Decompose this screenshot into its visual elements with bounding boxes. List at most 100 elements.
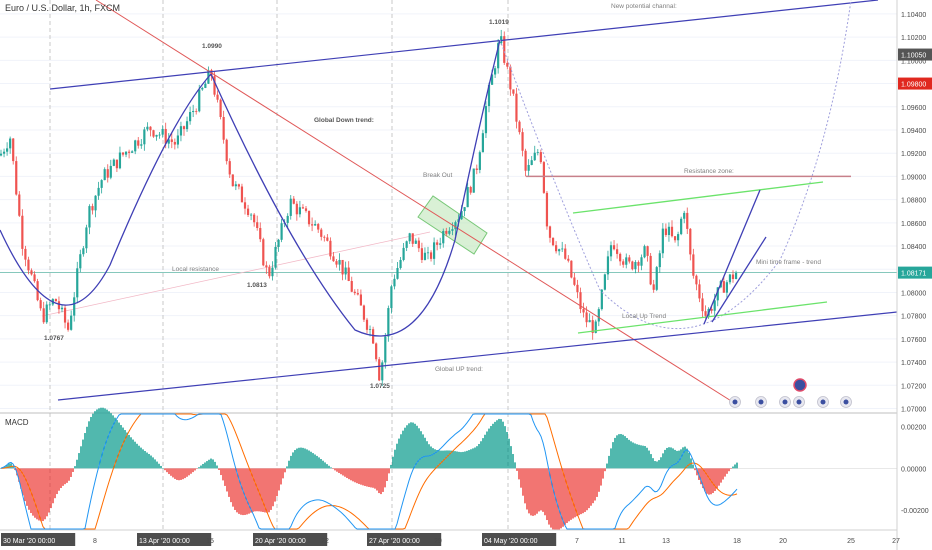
macd-histogram-bar [284,468,286,473]
candle-body [24,248,27,260]
candle-body [637,262,640,266]
candle-body [683,212,686,219]
candle-body [155,134,158,137]
macd-histogram-bar [74,466,76,469]
candle-body [673,236,677,241]
macd-histogram-bar [734,464,736,469]
macd-histogram-bar [288,460,290,469]
candle-body [619,253,622,262]
candle-body [420,248,423,260]
candle-body [265,265,268,268]
candle-body [460,211,463,220]
candle-body [576,284,579,293]
lower-channel-line [57,311,898,401]
candle-body [33,274,36,282]
candle-body [27,259,30,271]
macd-histogram-bar [54,468,56,499]
candle-body [304,208,308,211]
event-flag-highlight-icon[interactable] [793,378,807,392]
macd-histogram-bar [62,468,64,486]
macd-histogram-bar [362,468,364,486]
macd-histogram-bar [272,468,274,507]
macd-histogram-bar [488,428,490,469]
macd-histogram-bar [472,448,474,469]
macd-histogram-bar [518,468,520,480]
candle-body [2,151,6,154]
annotation-label: Mini time frame - trend [756,259,821,266]
candle-body [524,150,527,171]
macd-histogram-bar [490,426,492,469]
macd-histogram-bar [286,466,288,469]
candle-body [722,281,725,293]
time-label-box [137,533,212,546]
macd-histogram-bar [40,468,42,522]
macd-histogram-bar [144,451,146,469]
macd-histogram-bar [626,437,628,469]
macd-histogram-bar [332,468,334,469]
candle-body [597,309,600,322]
macd-histogram-bar [468,450,470,469]
candle-body [393,278,396,287]
candle-body [527,164,530,171]
candle-body [594,321,597,333]
macd-histogram-bar [598,468,600,492]
macd-histogram-bar [686,448,688,469]
macd-histogram-bar [192,468,194,473]
candle-body [161,128,164,135]
macd-histogram-bar [618,434,620,469]
macd-histogram-bar [180,468,182,480]
macd-histogram-bar [616,435,618,469]
macd-histogram-bar [190,468,192,474]
candle-body [204,83,207,88]
price-tick-label: 1.07600 [901,337,926,344]
macd-histogram-bar [494,421,496,469]
macd-histogram-bar [600,468,602,486]
annotation-label: Global UP trend: [435,366,483,373]
macd-histogram-bar [652,458,654,469]
candle-body [45,304,48,323]
candle-body [494,68,497,75]
macd-histogram-bar [158,463,160,469]
macd-histogram-bar [206,461,208,469]
macd-histogram-bar [392,456,394,469]
macd-histogram-bar [108,411,110,469]
macd-histogram-bar [630,441,632,469]
candle-body [182,126,186,130]
macd-histogram-bar [98,408,100,469]
macd-histogram-bar [722,468,724,480]
macd-histogram-bar [224,468,226,486]
macd-histogram-bar [66,468,68,483]
candle-body [606,256,610,275]
candle-body [472,168,475,193]
macd-histogram-bar [516,468,518,471]
green-channel-top [572,181,824,214]
macd-histogram-bar [732,466,734,469]
macd-histogram-bar [514,462,516,469]
macd-histogram-bar [386,468,388,481]
macd-histogram-bar [602,468,604,479]
candle-body [329,240,332,257]
candle-body [490,74,494,85]
macd-histogram-bar [124,430,126,469]
macd-histogram-bar [432,448,434,469]
time-axis[interactable]: 30 Mar '20 00:00 8 13 Apr '20 00:00 15 20 Ap… [1,533,900,546]
macd-scale[interactable]: 0.00200 0.00000 -0.00200 [901,425,929,516]
macd-histogram-bar [94,411,96,469]
macd-histogram-bar [182,468,184,480]
candle-body [353,291,356,294]
macd-histogram-bar [140,447,142,469]
price-tick-label: 1.10400 [901,12,926,19]
macd-histogram-bar [582,468,584,514]
candle-body [85,227,88,249]
macd-histogram-bar [596,468,598,497]
macd-histogram-bar [718,468,720,486]
candle-body [442,230,445,244]
candle-body [307,210,311,225]
macd-histogram-bar [474,447,476,469]
macd-histogram-bar [340,468,342,475]
candle-body [433,242,436,259]
macd-histogram-bar [614,437,616,469]
macd-histogram-bar [620,434,622,469]
